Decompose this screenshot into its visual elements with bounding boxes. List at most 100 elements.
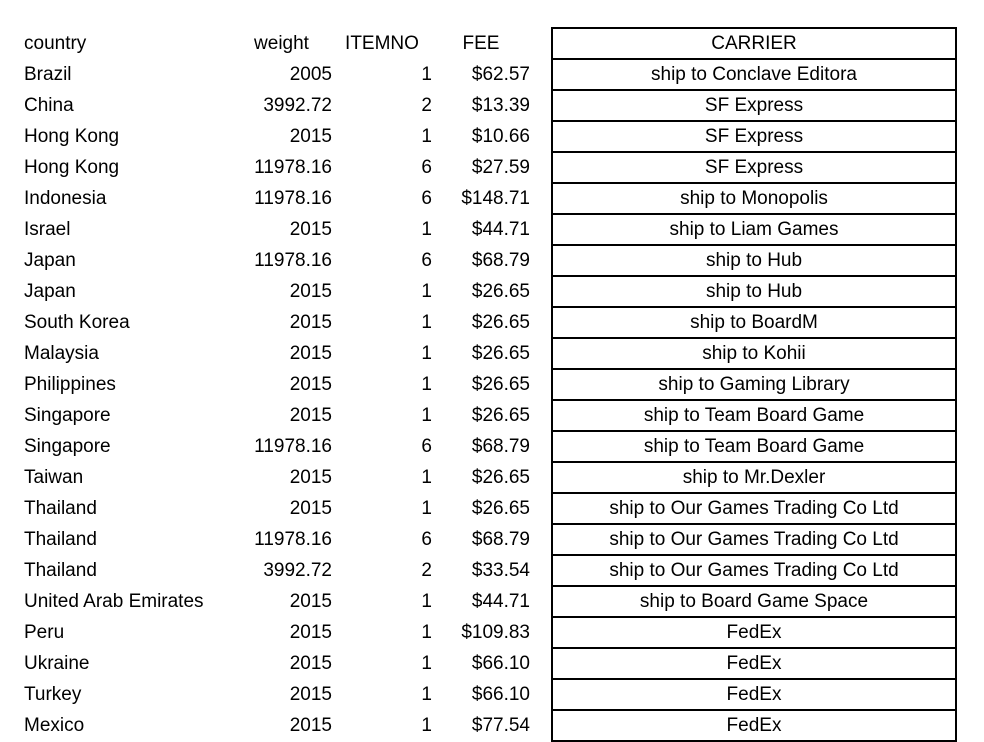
cell-fee: $26.65 — [471, 467, 530, 488]
table-row: Philippines 2015 1 $26.65 ship to Gaming Lib… — [24, 368, 957, 401]
cell-fee: $26.65 — [471, 343, 530, 364]
table-row: China 3992.72 2 $13.39 SF Express — [24, 89, 957, 122]
cell-weight: 2015 — [289, 684, 332, 705]
table-row: Indonesia 11978.16 6 $148.71 ship to Monopol… — [24, 182, 957, 215]
column-gap — [530, 214, 552, 245]
shipping-fee-table: country weight ITEMNO FEE CARRIER Brazil… — [24, 27, 957, 742]
cell-itemno: 1 — [421, 343, 432, 364]
cell-fee: $26.65 — [471, 281, 530, 302]
cell-fee: $62.57 — [471, 64, 530, 85]
column-gap — [530, 400, 552, 431]
cell-itemno: 1 — [421, 405, 432, 426]
column-gap — [530, 524, 552, 555]
table-row: Peru 2015 1 $109.83 FedEx — [24, 616, 957, 649]
table-row: Israel 2015 1 $44.71 ship to Liam Games — [24, 213, 957, 246]
cell-carrier: ship to Team Board Game — [551, 399, 957, 432]
cell-weight: 2015 — [289, 715, 332, 736]
cell-fee: $77.54 — [471, 715, 530, 736]
cell-weight: 11978.16 — [254, 250, 332, 271]
cell-carrier: ship to Our Games Trading Co Ltd — [551, 492, 957, 525]
cell-carrier: ship to Team Board Game — [551, 430, 957, 463]
cell-weight: 2015 — [289, 343, 332, 364]
cell-carrier: ship to Hub — [551, 244, 957, 277]
column-gap — [530, 710, 552, 741]
cell-itemno: 1 — [421, 374, 432, 395]
cell-carrier: FedEx — [551, 647, 957, 680]
cell-weight: 2015 — [289, 498, 332, 519]
column-gap — [530, 245, 552, 276]
cell-fee: $68.79 — [471, 250, 530, 271]
cell-carrier: FedEx — [551, 678, 957, 711]
cell-country: Philippines — [24, 374, 116, 395]
column-gap — [530, 183, 552, 214]
cell-itemno: 1 — [421, 312, 432, 333]
cell-country: Malaysia — [24, 343, 99, 364]
cell-fee: $109.83 — [461, 622, 530, 643]
cell-carrier: ship to Kohii — [551, 337, 957, 370]
cell-fee: $27.59 — [471, 157, 530, 178]
cell-country: Ukraine — [24, 653, 90, 674]
cell-country: Thailand — [24, 498, 97, 519]
cell-weight: 11978.16 — [254, 188, 332, 209]
cell-fee: $33.54 — [471, 560, 530, 581]
table-row: Thailand 2015 1 $26.65 ship to Our Games Tra… — [24, 492, 957, 525]
column-gap — [530, 59, 552, 90]
cell-carrier: ship to Gaming Library — [551, 368, 957, 401]
column-gap — [530, 307, 552, 338]
header-itemno: ITEMNO — [345, 33, 419, 54]
cell-weight: 2015 — [289, 591, 332, 612]
cell-itemno: 1 — [421, 622, 432, 643]
cell-country: Singapore — [24, 436, 111, 457]
cell-country: Thailand — [24, 529, 97, 550]
cell-itemno: 1 — [421, 467, 432, 488]
cell-carrier: ship to Our Games Trading Co Ltd — [551, 523, 957, 556]
table-row: Hong Kong 2015 1 $10.66 SF Express — [24, 120, 957, 153]
table-row: Thailand 11978.16 6 $68.79 ship to Our Games… — [24, 523, 957, 556]
cell-fee: $13.39 — [471, 95, 530, 116]
cell-carrier: ship to Mr.Dexler — [551, 461, 957, 494]
table-row: Japan 11978.16 6 $68.79 ship to Hub — [24, 244, 957, 277]
cell-itemno: 1 — [421, 653, 432, 674]
cell-fee: $26.65 — [471, 312, 530, 333]
table-row: Singapore 2015 1 $26.65 ship to Team Board G… — [24, 399, 957, 432]
table-row: Singapore 11978.16 6 $68.79 ship to Team Boa… — [24, 430, 957, 463]
table-row: Hong Kong 11978.16 6 $27.59 SF Express — [24, 151, 957, 184]
table-row: Malaysia 2015 1 $26.65 ship to Kohii — [24, 337, 957, 370]
header-country: country — [24, 33, 87, 54]
column-gap — [530, 555, 552, 586]
cell-weight: 2015 — [289, 219, 332, 240]
cell-weight: 2015 — [289, 126, 332, 147]
cell-itemno: 2 — [421, 560, 432, 581]
cell-weight: 11978.16 — [254, 529, 332, 550]
cell-weight: 2015 — [289, 467, 332, 488]
table-row: Mexico 2015 1 $77.54 FedEx — [24, 709, 957, 742]
column-gap — [530, 493, 552, 524]
cell-weight: 2015 — [289, 281, 332, 302]
cell-fee: $44.71 — [471, 591, 530, 612]
cell-itemno: 1 — [421, 684, 432, 705]
table-row: United Arab Emirates 2015 1 $44.71 ship to B… — [24, 585, 957, 618]
header-fee: FEE — [462, 33, 500, 54]
table-body: Brazil 2005 1 $62.57 ship to Conclave Editor… — [24, 58, 957, 742]
table-row: Taiwan 2015 1 $26.65 ship to Mr.Dexler — [24, 461, 957, 494]
cell-fee: $10.66 — [471, 126, 530, 147]
header-weight: weight — [254, 33, 309, 54]
cell-country: Hong Kong — [24, 157, 120, 178]
table-row: Ukraine 2015 1 $66.10 FedEx — [24, 647, 957, 680]
cell-fee: $26.65 — [471, 374, 530, 395]
table-row: Thailand 3992.72 2 $33.54 ship to Our Games … — [24, 554, 957, 587]
cell-itemno: 6 — [421, 529, 432, 550]
column-gap — [530, 121, 552, 152]
cell-carrier: SF Express — [551, 151, 957, 184]
cell-weight: 2015 — [289, 653, 332, 674]
cell-weight: 2015 — [289, 405, 332, 426]
column-gap — [530, 276, 552, 307]
cell-carrier: ship to Liam Games — [551, 213, 957, 246]
cell-fee: $44.71 — [471, 219, 530, 240]
cell-fee: $68.79 — [471, 436, 530, 457]
cell-fee: $66.10 — [471, 684, 530, 705]
cell-country: Brazil — [24, 64, 72, 85]
cell-carrier: ship to Our Games Trading Co Ltd — [551, 554, 957, 587]
cell-itemno: 1 — [421, 591, 432, 612]
cell-carrier: ship to Monopolis — [551, 182, 957, 215]
